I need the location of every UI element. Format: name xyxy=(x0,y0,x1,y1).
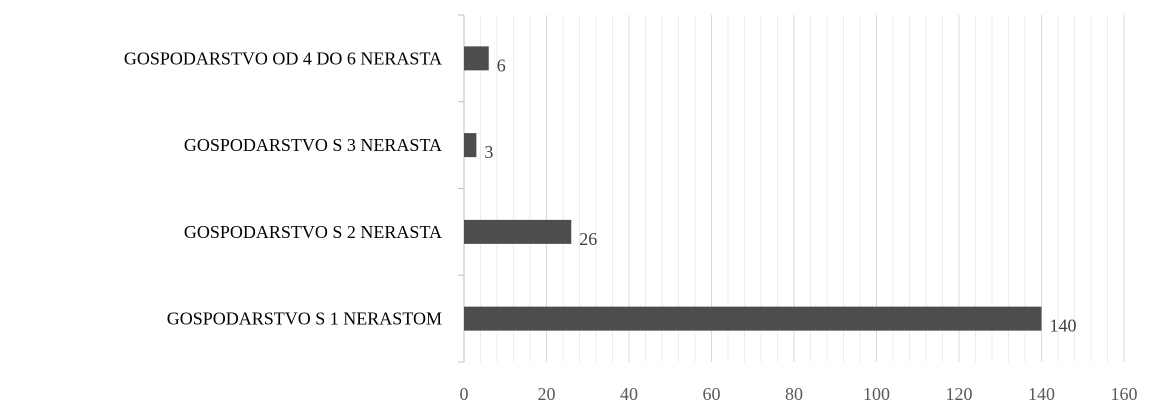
x-tick-label: 140 xyxy=(1028,384,1055,404)
x-tick-label: 60 xyxy=(703,384,721,404)
data-label: 6 xyxy=(497,55,506,75)
category-label: GOSPODARSTVO S 3 NERASTA xyxy=(184,135,442,155)
category-label: GOSPODARSTVO S 1 NERASTOM xyxy=(167,309,442,329)
category-label: GOSPODARSTVO S 2 NERASTA xyxy=(184,222,442,242)
bar xyxy=(464,46,489,71)
bar xyxy=(464,219,572,244)
x-tick-label: 40 xyxy=(620,384,638,404)
data-label: 3 xyxy=(484,142,493,162)
bar xyxy=(464,306,1042,331)
x-tick-label: 100 xyxy=(863,384,890,404)
x-tick-label: 0 xyxy=(460,384,469,404)
bar xyxy=(464,133,477,158)
x-tick-label: 20 xyxy=(538,384,556,404)
data-label: 26 xyxy=(579,229,597,249)
x-tick-label: 160 xyxy=(1111,384,1138,404)
x-tick-label: 120 xyxy=(946,384,973,404)
category-label: GOSPODARSTVO OD 4 DO 6 NERASTA xyxy=(124,48,442,68)
x-tick-label: 80 xyxy=(785,384,803,404)
data-label: 140 xyxy=(1050,316,1077,336)
